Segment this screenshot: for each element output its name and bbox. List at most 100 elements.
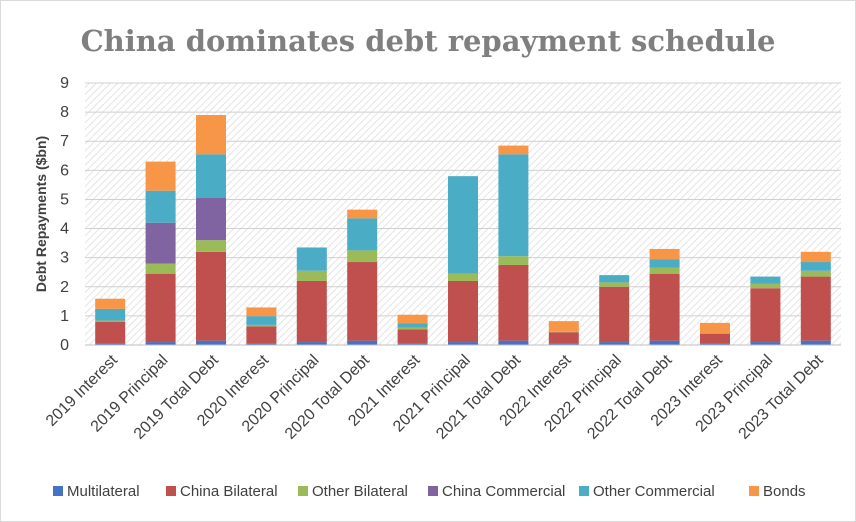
bar-segment-2-5 (196, 115, 226, 155)
bar-segment-1-5 (145, 161, 176, 191)
bar-segment-10-4 (599, 275, 630, 283)
bar-segment-1-2 (145, 263, 176, 274)
y-axis-ticks: 0 1 2 3 4 5 6 7 8 9 (60, 75, 69, 354)
bar-segment-14-1 (800, 276, 831, 341)
bar-segment-3-4 (246, 316, 277, 325)
bar-segment-5-2 (347, 250, 378, 263)
bar-segment-8-0 (498, 340, 529, 345)
bar-segment-5-1 (347, 262, 378, 341)
bar-segment-4-4 (296, 247, 327, 271)
x-tick-label-8: 2021 Total Debt (433, 351, 524, 442)
bar-segment-1-4 (145, 190, 176, 223)
y-axis-label: Debt Repayments ($bn) (33, 136, 49, 292)
bar-segment-14-2 (800, 270, 831, 277)
bar-segment-0-0 (95, 343, 126, 345)
bar-segment-3-0 (246, 343, 277, 345)
legend-swatch-1 (166, 486, 176, 496)
bar-segment-6-1 (397, 329, 428, 344)
bar-segment-11-4 (649, 259, 680, 268)
bar-segment-9-2 (548, 331, 579, 333)
bar-segment-1-3 (145, 222, 176, 264)
bar-segment-10-1 (599, 286, 630, 343)
bar-segment-9-5 (548, 321, 579, 332)
bar-segment-14-4 (800, 262, 831, 271)
bar-segment-7-2 (448, 273, 478, 281)
legend-swatch-4 (579, 486, 589, 496)
y-tick-label-3: 3 (60, 250, 69, 267)
y-tick-label-6: 6 (60, 162, 69, 179)
legend-label-4: Other Commercial (593, 483, 715, 500)
bar-segment-2-3 (196, 197, 226, 241)
y-tick-label-7: 7 (60, 133, 69, 150)
y-tick-label-1: 1 (60, 308, 69, 325)
legend: Multilateral China Bilateral Other Bilater… (53, 483, 806, 500)
x-tick-label-2: 2019 Total Debt (131, 351, 222, 442)
bar-segment-14-0 (800, 340, 831, 345)
bar-segment-8-4 (498, 154, 529, 257)
bar-segment-12-2 (700, 333, 730, 334)
bar-segment-10-2 (599, 282, 630, 287)
bar-segment-4-0 (296, 342, 327, 345)
chart-title: China dominates debt repayment schedule (81, 24, 776, 58)
bar-segment-13-0 (750, 342, 781, 345)
bar-segment-2-0 (196, 340, 226, 345)
y-tick-label-2: 2 (60, 279, 69, 296)
bar-segment-6-5 (397, 314, 428, 324)
bar-segment-7-1 (448, 280, 478, 343)
legend-label-5: Bonds (763, 483, 806, 500)
legend-label-2: Other Bilateral (312, 483, 408, 500)
bar-segment-12-5 (700, 322, 730, 334)
bar-segment-8-1 (498, 264, 529, 341)
legend-swatch-5 (749, 486, 759, 496)
bar-segment-3-2 (246, 324, 277, 327)
y-tick-label-5: 5 (60, 191, 69, 208)
bar-segment-0-4 (95, 308, 126, 321)
bar-segment-6-0 (397, 343, 428, 345)
bar-segment-13-1 (750, 288, 781, 343)
bar-segment-3-1 (246, 326, 277, 344)
bar-segment-9-1 (548, 332, 579, 344)
bar-segment-5-4 (347, 218, 378, 251)
bar-segment-1-1 (145, 273, 176, 343)
bar-segment-0-5 (95, 298, 126, 309)
bar-segment-2-4 (196, 154, 226, 198)
legend-swatch-0 (53, 486, 63, 496)
bar-segment-0-2 (95, 320, 126, 323)
legend-label-3: China Commercial (442, 483, 565, 500)
bar-segment-8-5 (498, 145, 529, 155)
bar-segment-6-4 (397, 323, 428, 328)
bar-segment-6-2 (397, 327, 428, 330)
bar-segment-13-2 (750, 283, 781, 289)
x-tick-label-5: 2020 Total Debt (282, 351, 373, 442)
bar-segment-3-5 (246, 307, 277, 317)
bar-segment-14-5 (800, 251, 831, 263)
bar-segment-5-5 (347, 209, 378, 219)
y-tick-label-4: 4 (60, 221, 69, 238)
bar-segment-7-4 (448, 176, 478, 274)
bar-segment-12-0 (700, 343, 730, 345)
bar-segment-10-0 (599, 342, 630, 345)
x-tick-label-14: 2023 Total Debt (736, 351, 827, 442)
bar-segment-9-0 (548, 343, 579, 345)
bar-segment-4-1 (296, 280, 327, 343)
x-tick-label-11: 2022 Total Debt (584, 351, 675, 442)
bar-segment-2-1 (196, 251, 226, 341)
y-tick-label-8: 8 (60, 104, 69, 121)
legend-swatch-2 (298, 486, 308, 496)
bar-segment-11-2 (649, 267, 680, 274)
bar-segment-13-4 (750, 276, 781, 284)
bar-segment-4-2 (296, 270, 327, 281)
bar-segment-8-2 (498, 256, 529, 265)
bars (95, 115, 831, 345)
bar-segment-11-1 (649, 273, 680, 341)
legend-swatch-3 (428, 486, 438, 496)
bar-segment-2-2 (196, 240, 226, 252)
bar-segment-7-0 (448, 342, 478, 345)
y-tick-label-9: 9 (60, 75, 69, 92)
y-tick-label-0: 0 (60, 337, 69, 354)
bar-segment-1-0 (145, 342, 176, 345)
legend-label-0: Multilateral (67, 483, 140, 500)
bar-segment-11-0 (649, 340, 680, 345)
